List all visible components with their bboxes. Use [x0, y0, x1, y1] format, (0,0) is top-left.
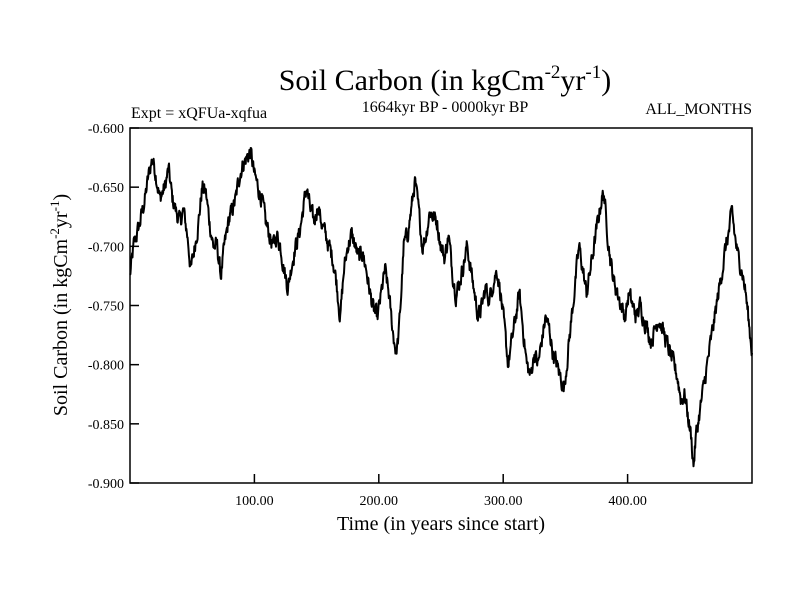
y-tick-label: -0.900	[88, 477, 124, 492]
y-axis: -0.600 -0.650 -0.700 -0.750 -0.800 -0.850 -0.9…	[88, 122, 139, 492]
y-tick-label: -0.850	[88, 418, 124, 433]
x-tick-label: 200.00	[360, 494, 399, 509]
y-tick-label: -0.750	[88, 300, 124, 315]
experiment-label: Expt = xQFUa-xqfua	[131, 105, 267, 122]
y-tick-label: -0.800	[88, 359, 124, 374]
y-tick-label: -0.700	[88, 240, 124, 255]
plot-frame	[129, 127, 753, 484]
x-axis-label: Time (in years since start)	[337, 513, 545, 535]
period-label: 1664kyr BP - 0000kyr BP	[362, 99, 529, 116]
y-axis-label: Soil Carbon (in kgCm-2yr-1)	[47, 194, 72, 416]
x-axis: 100.00 200.00 300.00 400.00	[235, 474, 647, 509]
x-tick-label: 100.00	[235, 494, 274, 509]
y-tick-label: -0.600	[88, 122, 124, 137]
chart-title: Soil Carbon (in kgCm-2yr-1)	[279, 62, 612, 97]
x-tick-label: 300.00	[484, 494, 523, 509]
y-tick-label: -0.650	[88, 181, 124, 196]
series-line	[129, 147, 753, 468]
x-tick-label: 400.00	[608, 494, 647, 509]
months-label: ALL_MONTHS	[645, 101, 752, 118]
